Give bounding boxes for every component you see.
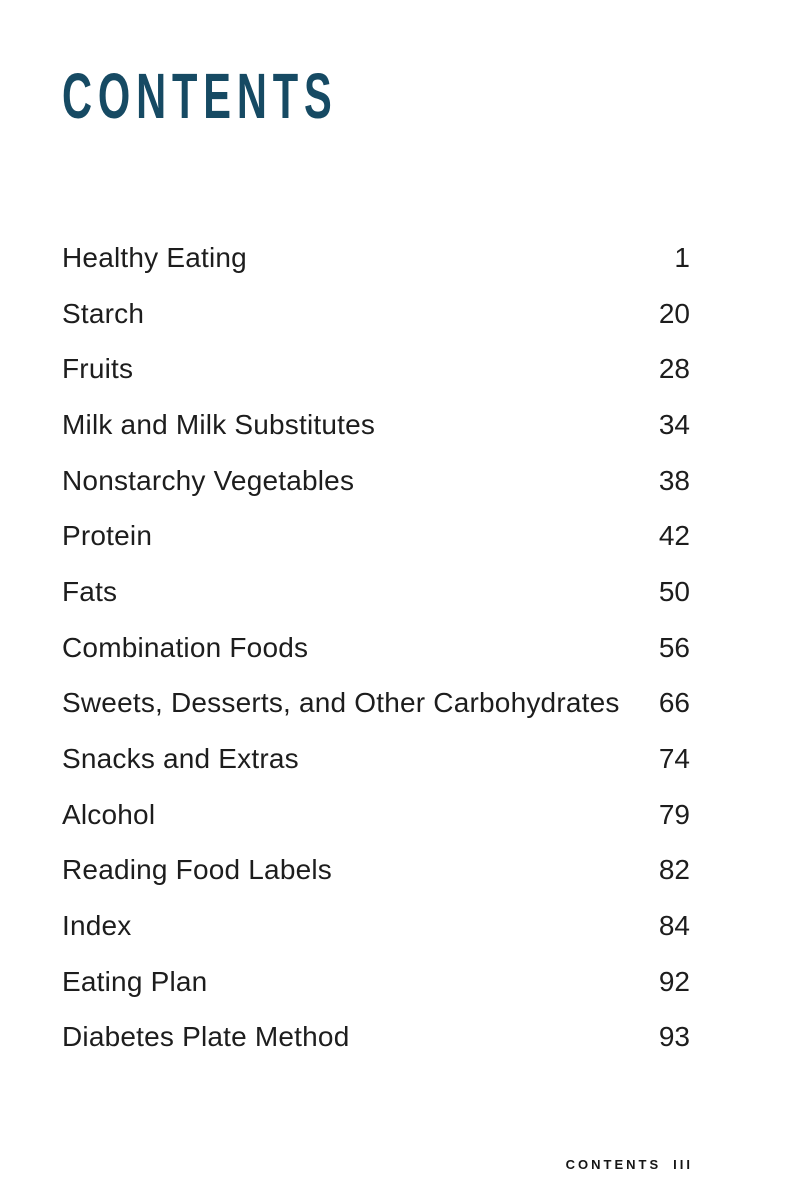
toc-entry-page-number: 1 [674,241,690,273]
toc-entry-label: Eating Plan [62,965,208,997]
toc-entry: Starch 20 [62,286,690,342]
page-title: CONTENTS [62,60,338,132]
toc-entry-label: Index [62,910,132,942]
toc-entry-label: Starch [62,297,145,329]
toc-entry: Snacks and Extras 74 [62,731,690,787]
page-footer: CONTENTS III [566,1157,693,1172]
toc-entry-page-number: 38 [658,464,690,496]
toc-entry-label: Combination Foods [62,631,309,663]
toc-entry-page-number: 42 [658,520,690,552]
toc-entry: Milk and Milk Substitutes 34 [62,397,690,453]
toc-entry-label: Milk and Milk Substitutes [62,408,376,440]
toc-entry-page-number: 20 [658,297,690,329]
toc-entry-page-number: 79 [658,798,690,830]
toc-entry-label: Protein [62,520,153,552]
toc-entry: Fruits 28 [62,341,690,397]
toc-entry-page-number: 92 [658,965,690,997]
toc-entry-label: Alcohol [62,798,156,830]
toc-entry-page-number: 66 [658,687,690,719]
footer-section-label: CONTENTS [565,1157,662,1172]
toc-entry: Sweets, Desserts, and Other Carbohydrate… [62,676,690,732]
toc-entry-page-number: 50 [658,575,690,607]
table-of-contents: Healthy Eating 1 Starch 20 Fruits 28 Mil… [62,230,690,1065]
toc-entry: Alcohol 79 [62,787,690,843]
toc-entry: Eating Plan 92 [62,954,690,1010]
toc-entry-page-number: 93 [658,1021,690,1053]
toc-entry: Nonstarchy Vegetables 38 [62,453,690,509]
toc-entry-label: Nonstarchy Vegetables [62,464,355,496]
toc-entry: Diabetes Plate Method 93 [62,1010,690,1066]
toc-entry-label: Fats [62,575,118,607]
toc-entry: Fats 50 [62,564,690,620]
footer-page-number: III [673,1157,693,1172]
toc-entry-page-number: 34 [658,408,690,440]
toc-entry-page-number: 82 [658,854,690,886]
toc-entry: Healthy Eating 1 [62,230,690,286]
toc-entry-label: Reading Food Labels [62,854,332,886]
toc-entry-label: Fruits [62,353,134,385]
toc-entry: Index 84 [62,898,690,954]
toc-entry-label: Snacks and Extras [62,743,299,775]
toc-entry-page-number: 74 [658,743,690,775]
toc-entry: Protein 42 [62,508,690,564]
toc-entry-label: Diabetes Plate Method [62,1021,350,1053]
toc-entry-page-number: 84 [658,910,690,942]
toc-entry-page-number: 56 [658,631,690,663]
toc-entry: Reading Food Labels 82 [62,843,690,899]
toc-entry-label: Sweets, Desserts, and Other Carbohydrate… [62,687,620,719]
toc-entry-page-number: 28 [658,353,690,385]
toc-entry: Combination Foods 56 [62,620,690,676]
toc-entry-label: Healthy Eating [62,241,247,273]
